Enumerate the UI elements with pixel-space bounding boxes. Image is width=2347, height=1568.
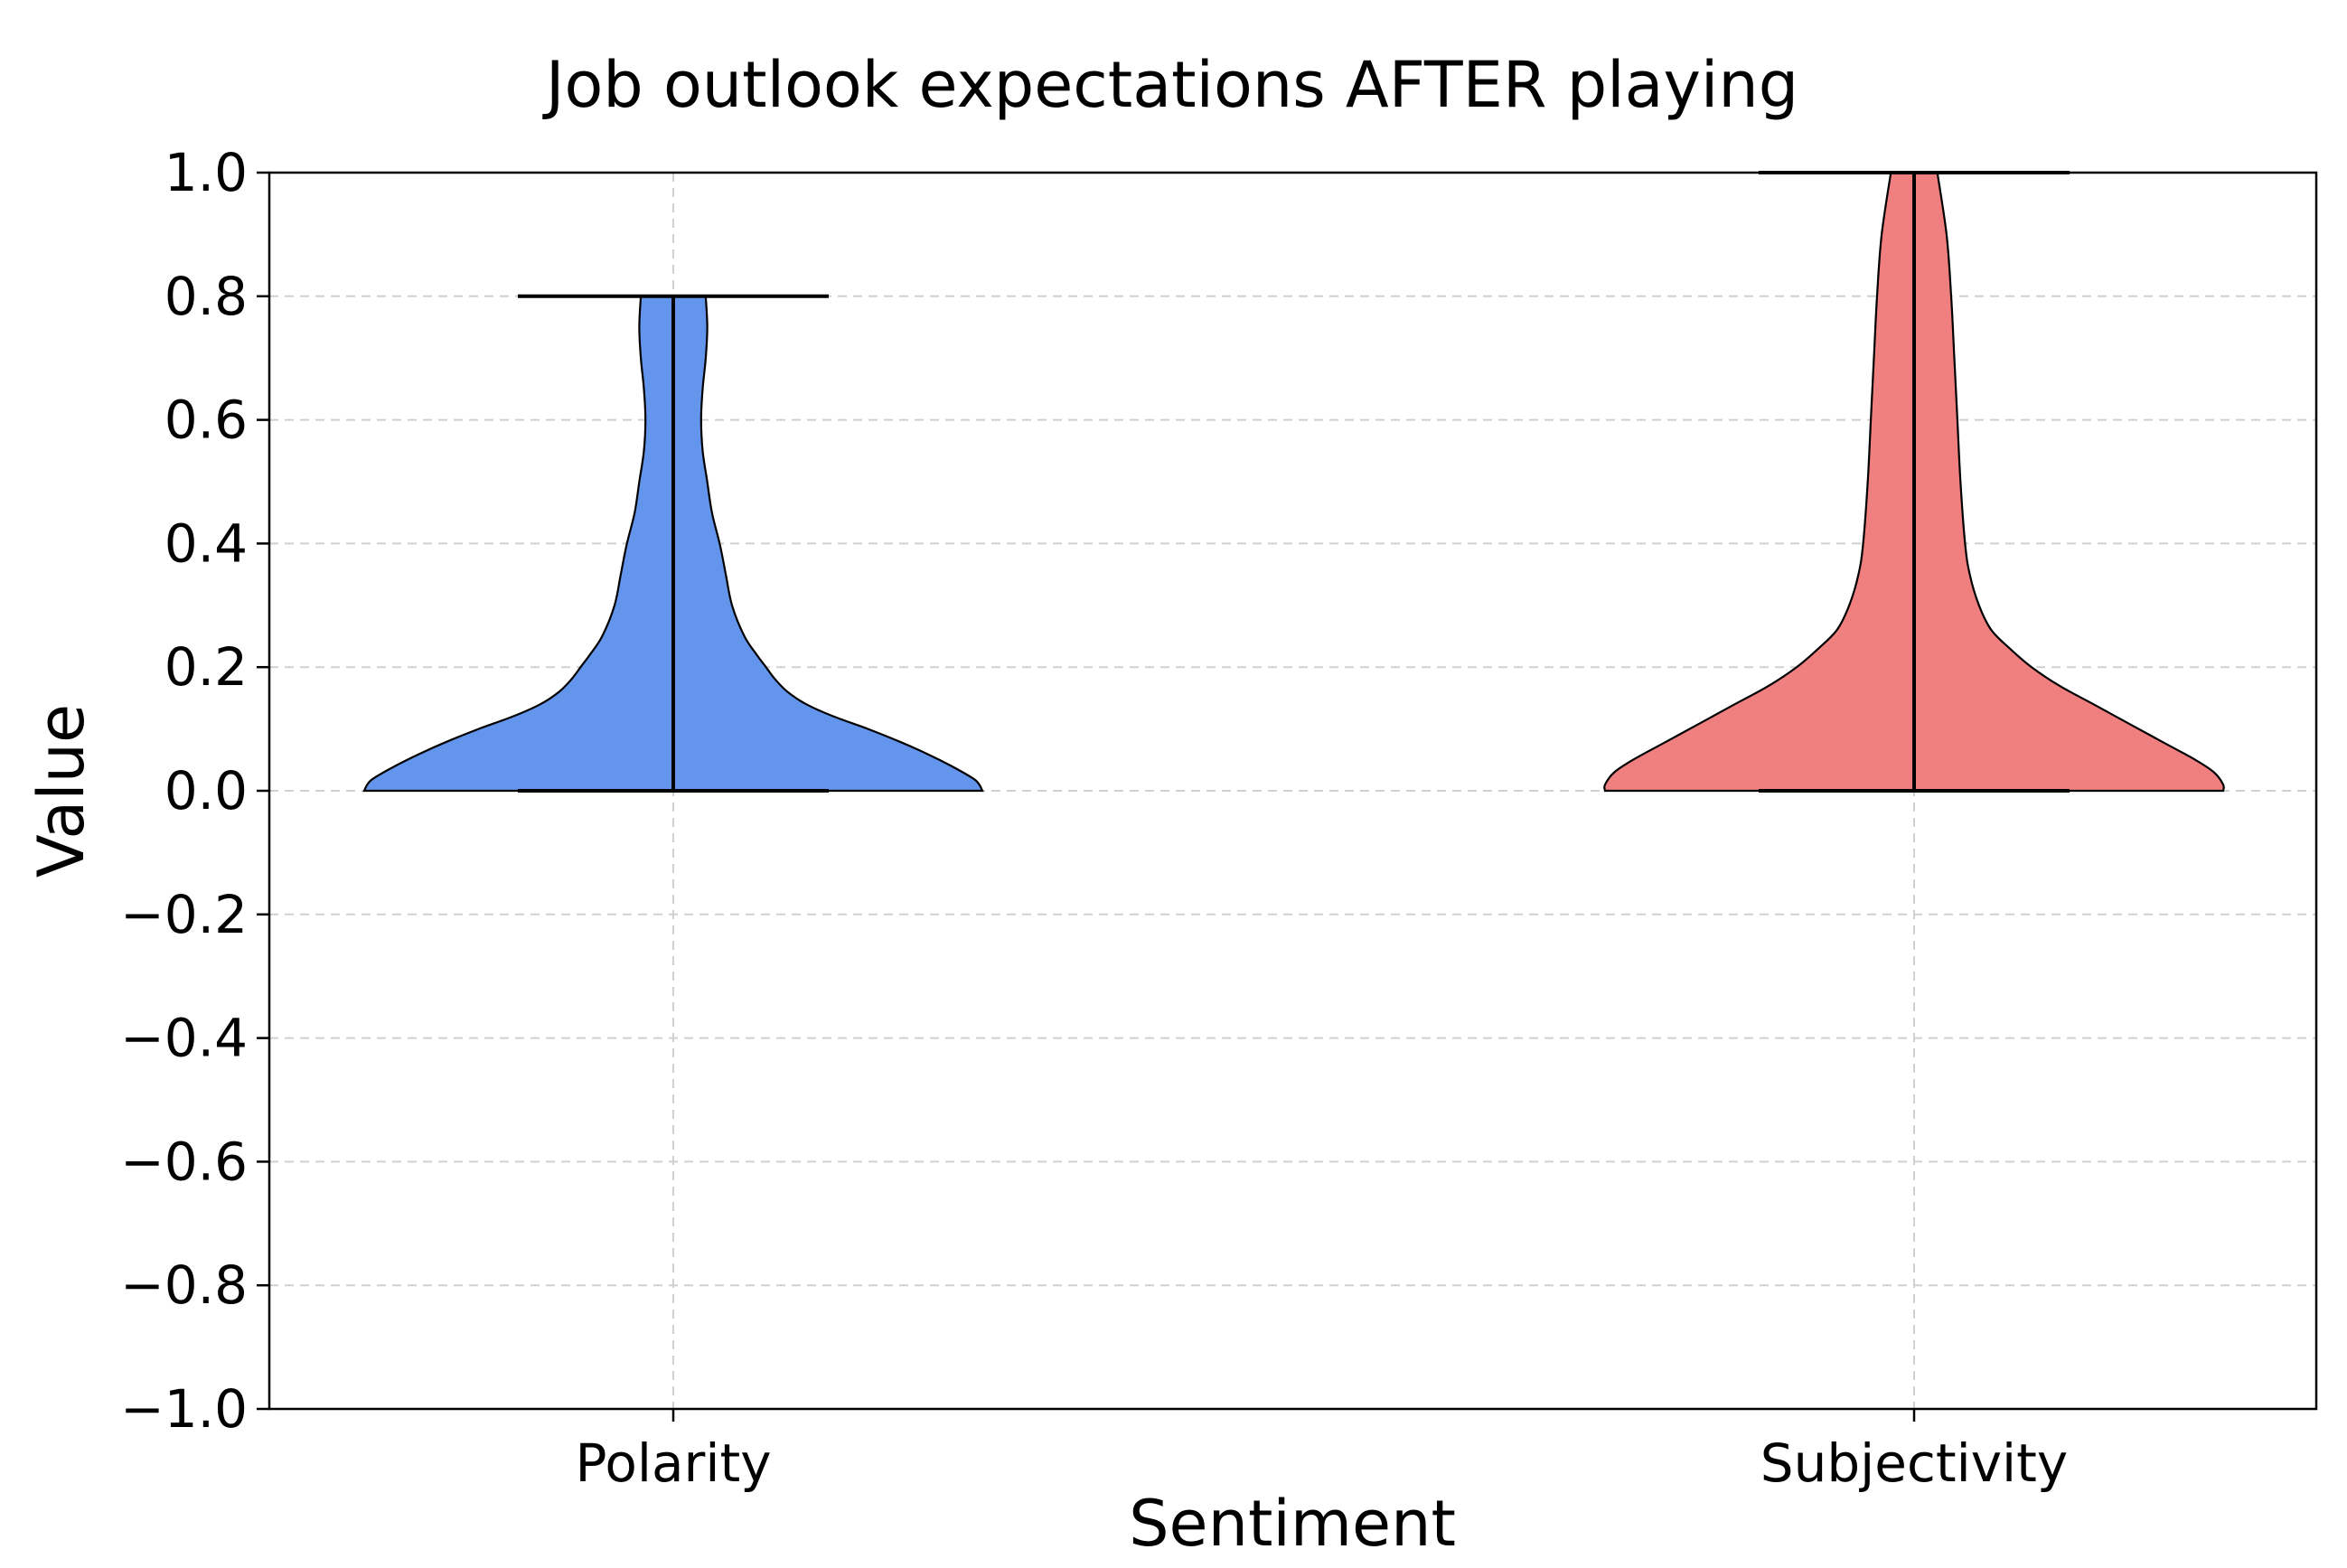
y-tick-label: −0.8: [120, 1254, 248, 1316]
y-tick-label: −0.2: [120, 884, 248, 945]
tick-layer: 1.0 0.8 0.6 0.4 0.2 0.0 −0.2 −0.4 −0.6 −0.8 −1.0 Po…: [120, 142, 2068, 1494]
y-axis-label: Value: [24, 704, 99, 878]
y-tick-label: 0.6: [164, 390, 248, 451]
x-tick-label: Polarity: [575, 1432, 771, 1494]
y-tick-label: 1.0: [164, 142, 248, 203]
y-tick-label: −0.6: [120, 1131, 248, 1192]
x-tick-label: Subjectivity: [1760, 1432, 2068, 1494]
y-tick-label: 0.4: [164, 512, 248, 574]
violin-layer: [362, 171, 2225, 793]
y-tick-label: 0.2: [164, 636, 248, 698]
x-axis-label: Sentiment: [1129, 1487, 1456, 1561]
chart-title: Job outlook expectations AFTER playing: [542, 48, 1798, 122]
y-tick-label: 0.8: [164, 266, 248, 327]
y-tick-label: −0.4: [120, 1008, 248, 1069]
y-tick-label: −1.0: [120, 1378, 248, 1440]
y-tick-label: 0.0: [164, 760, 248, 822]
